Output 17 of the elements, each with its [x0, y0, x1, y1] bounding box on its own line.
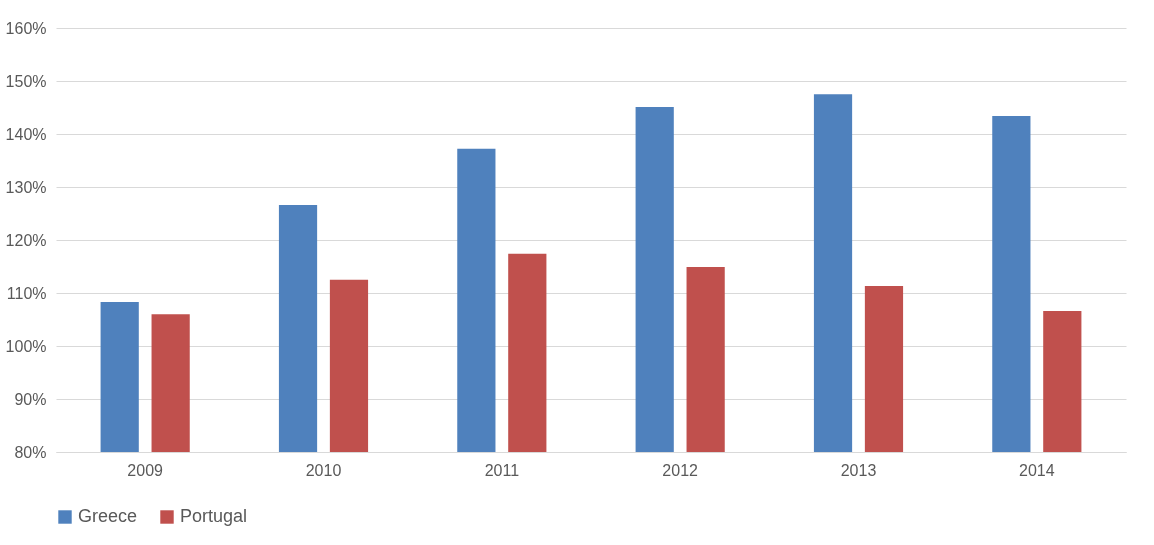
legend-label: Portugal	[180, 506, 248, 526]
y-tick-label: 120%	[5, 231, 47, 249]
y-tick-label: 130%	[5, 178, 47, 196]
y-tick-label: 140%	[5, 125, 47, 143]
x-tick-label: 2012	[662, 461, 699, 479]
y-tick-label: 90%	[14, 390, 47, 408]
x-tick-label: 2011	[484, 461, 520, 479]
y-tick-label: 160%	[5, 19, 47, 37]
x-tick-label: 2013	[840, 461, 877, 479]
y-tick-label: 80%	[14, 443, 47, 461]
y-tick-label: 100%	[5, 337, 47, 355]
x-tick-label: 2014	[1019, 461, 1055, 479]
x-tick-label: 2010	[305, 461, 342, 479]
y-tick-label: 110%	[6, 284, 47, 302]
x-tick-label: 2009	[127, 461, 164, 479]
y-tick-label: 150%	[5, 72, 47, 90]
legend-label: Greece	[78, 506, 138, 526]
